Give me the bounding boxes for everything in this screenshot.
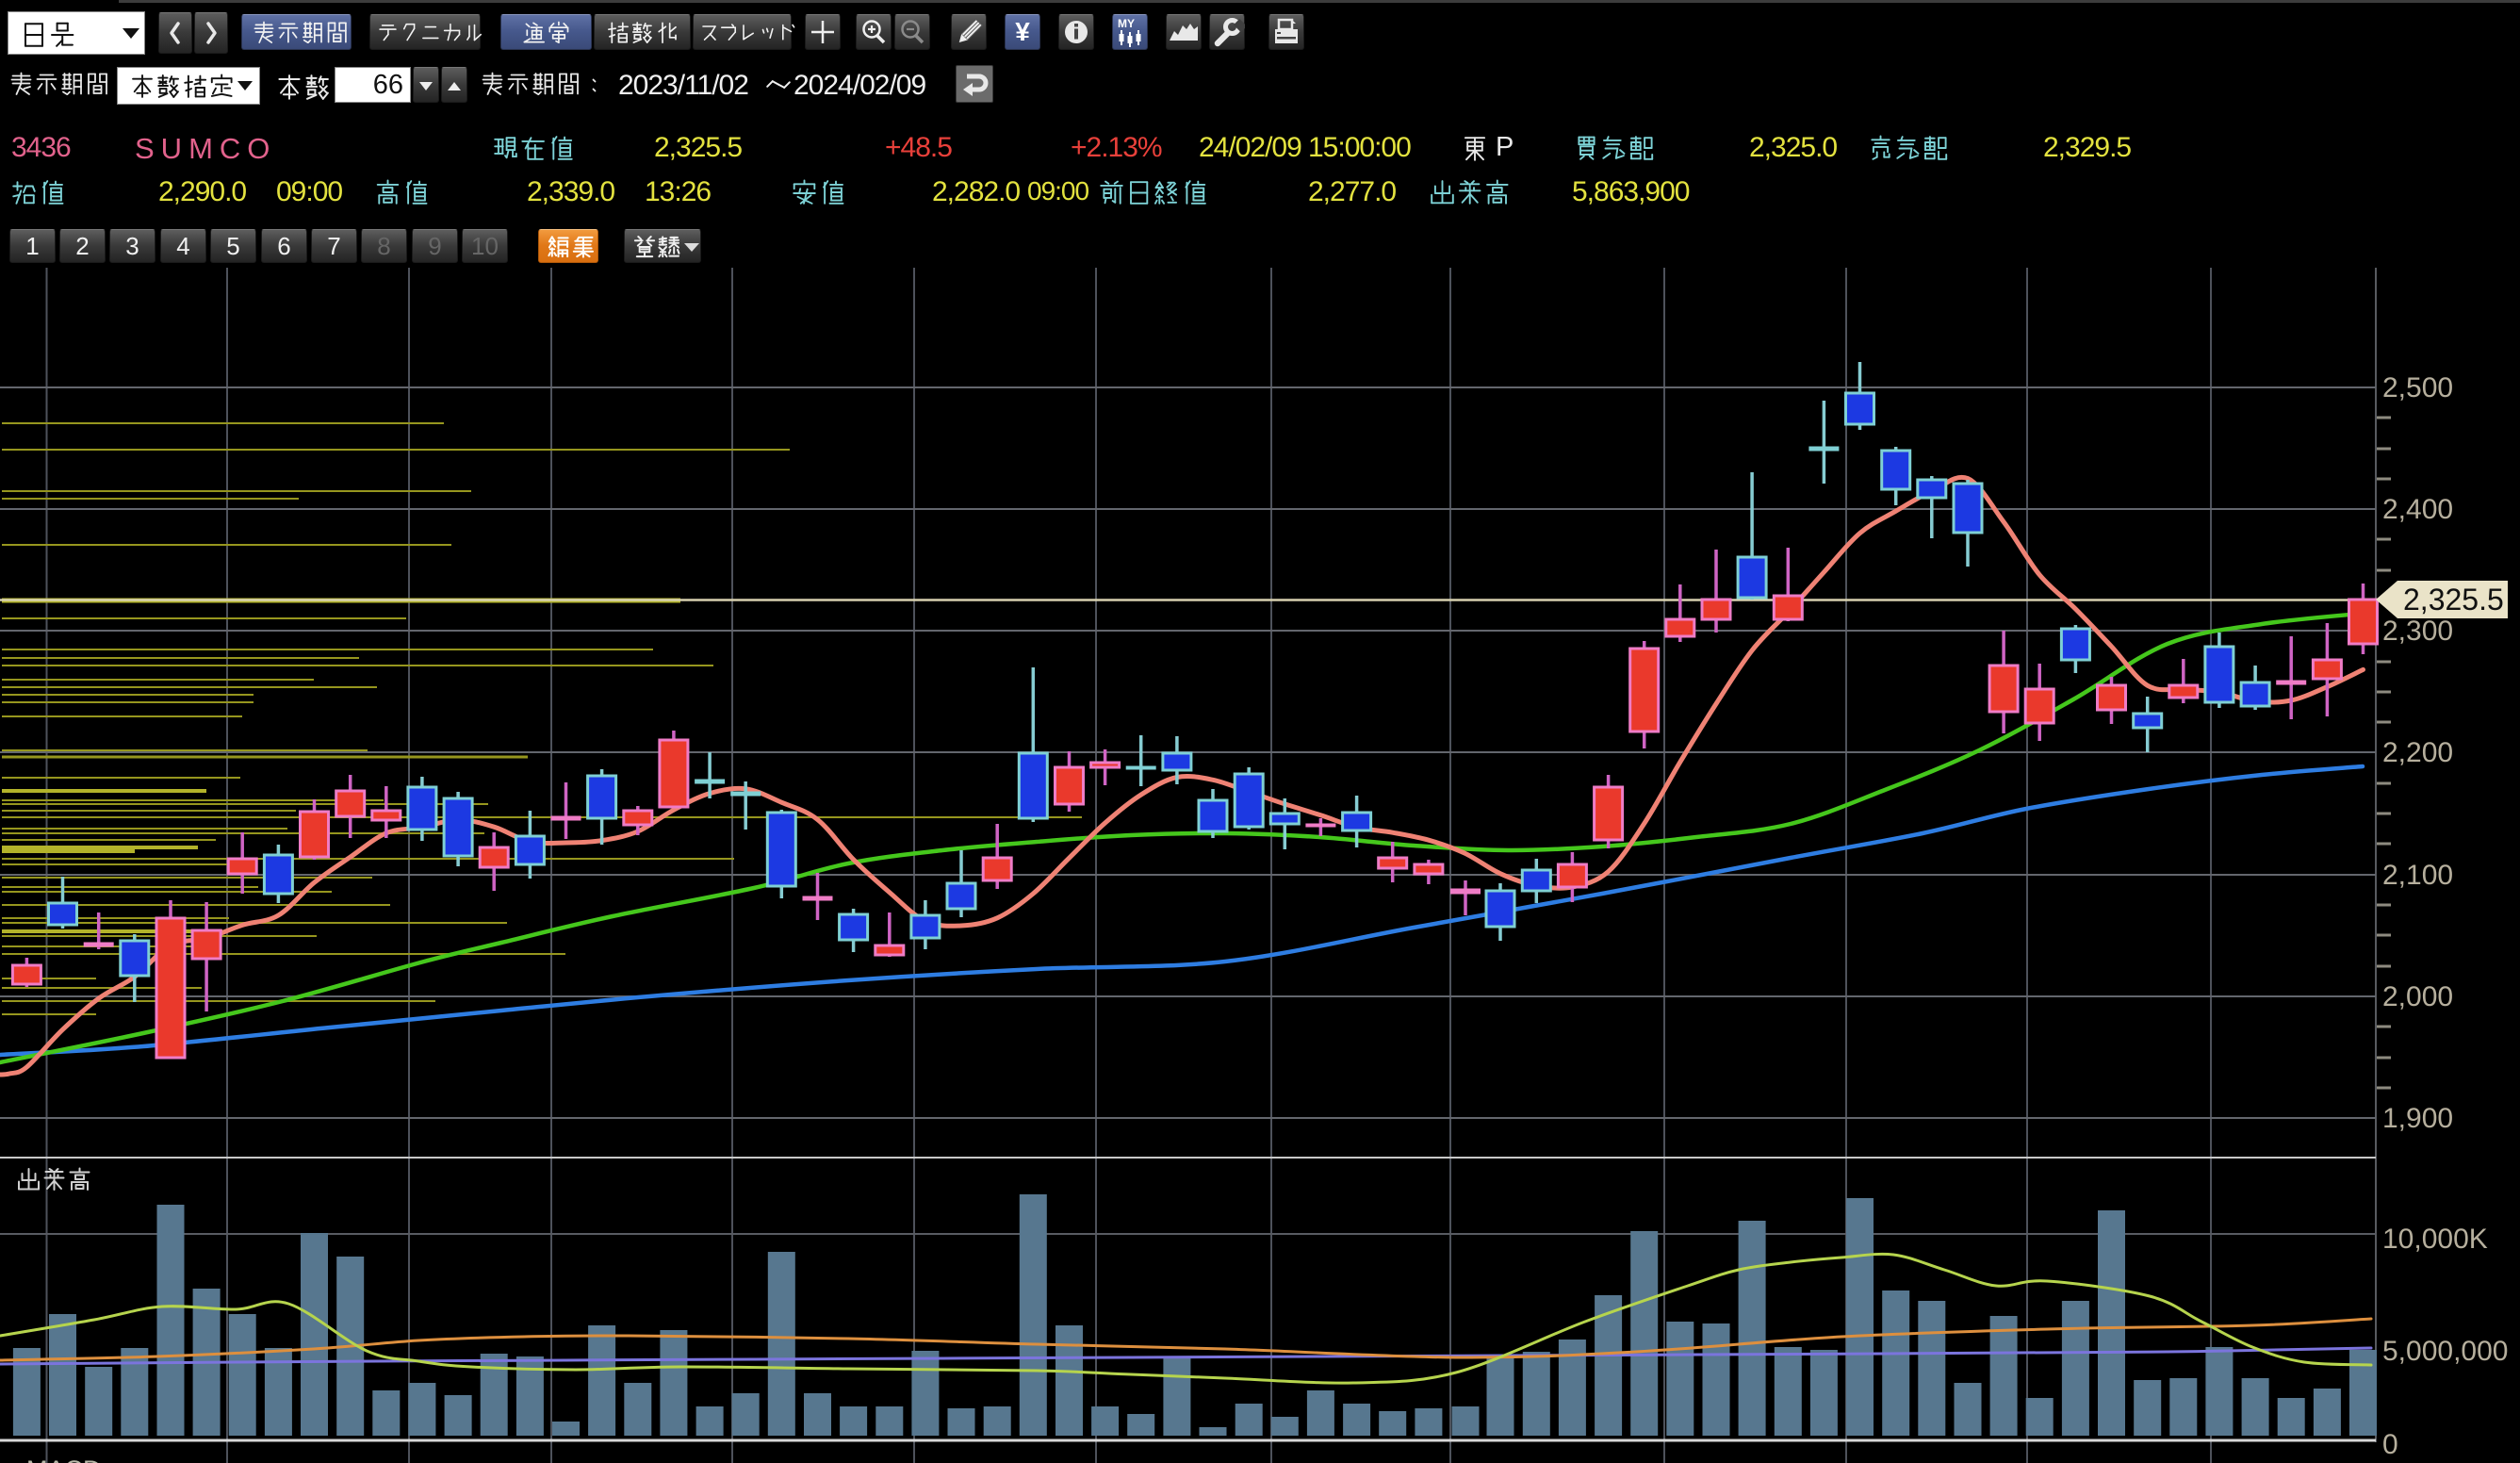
svg-text:10,000K: 10,000K [2382,1224,2488,1255]
svg-text:2,000: 2,000 [2382,981,2453,1012]
svg-text:MY: MY [1118,17,1135,30]
svg-text:1,900: 1,900 [2382,1103,2453,1134]
svg-text:2,100: 2,100 [2382,860,2453,891]
svg-text:0: 0 [2382,1429,2398,1460]
svg-text:2,200: 2,200 [2382,737,2453,768]
svg-text:5,000,000: 5,000,000 [2382,1336,2508,1367]
svg-text:2,325.5: 2,325.5 [2403,583,2504,616]
svg-text:2,400: 2,400 [2382,494,2453,525]
svg-text:2,300: 2,300 [2382,616,2453,647]
svg-text:2,500: 2,500 [2382,372,2453,403]
